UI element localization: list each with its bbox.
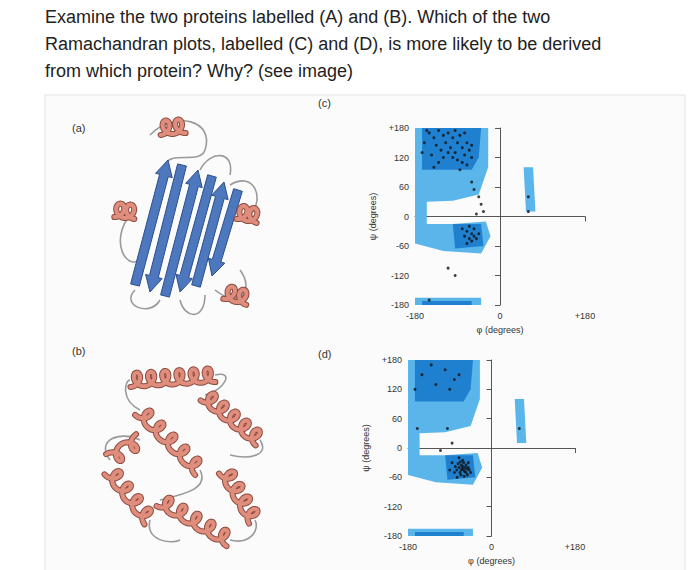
svg-text:+180: +180: [389, 123, 409, 133]
html-text:from which protein? Why? (see: from which protein? Why? (see image): [45, 61, 354, 81]
svg-text:120: 120: [394, 153, 409, 163]
html-text:Ramachandran plots, labelled (: Ramachandran plots, labelled (C) and (D)…: [45, 34, 602, 54]
svg-text:-180: -180: [399, 542, 417, 552]
svg-text:0: 0: [489, 542, 494, 552]
svg-text:φ (degrees): φ (degrees): [477, 325, 524, 335]
svg-text:+180: +180: [575, 311, 595, 321]
svg-text:-180: -180: [406, 311, 424, 321]
svg-text:ψ (degrees): ψ (degrees): [368, 193, 378, 240]
svg-text:ψ (degrees): ψ (degrees): [361, 424, 371, 471]
html-text:(d): (d): [318, 348, 332, 360]
svg-text:-60: -60: [389, 472, 402, 482]
svg-text:-180: -180: [391, 300, 409, 310]
svg-text:-60: -60: [396, 241, 409, 251]
svg-text:0: 0: [404, 212, 409, 222]
svg-text:120: 120: [387, 384, 402, 394]
svg-text:0: 0: [497, 311, 502, 321]
svg-text:60: 60: [399, 182, 409, 192]
svg-text:-180: -180: [384, 531, 402, 541]
svg-text:+180: +180: [565, 542, 585, 552]
html-text:(c): (c): [318, 97, 331, 109]
svg-text:-120: -120: [384, 502, 402, 512]
svg-text:0: 0: [397, 443, 402, 453]
svg-text:φ (degrees): φ (degrees): [468, 556, 515, 566]
svg-text:-120: -120: [391, 271, 409, 281]
svg-text:60: 60: [392, 414, 402, 424]
html-text:(a): (a): [72, 122, 86, 134]
html-text:Examine the two proteins label: Examine the two proteins labelled (A) an…: [45, 7, 551, 27]
svg-text:+180: +180: [382, 355, 402, 365]
html-text:(b): (b): [72, 345, 86, 357]
